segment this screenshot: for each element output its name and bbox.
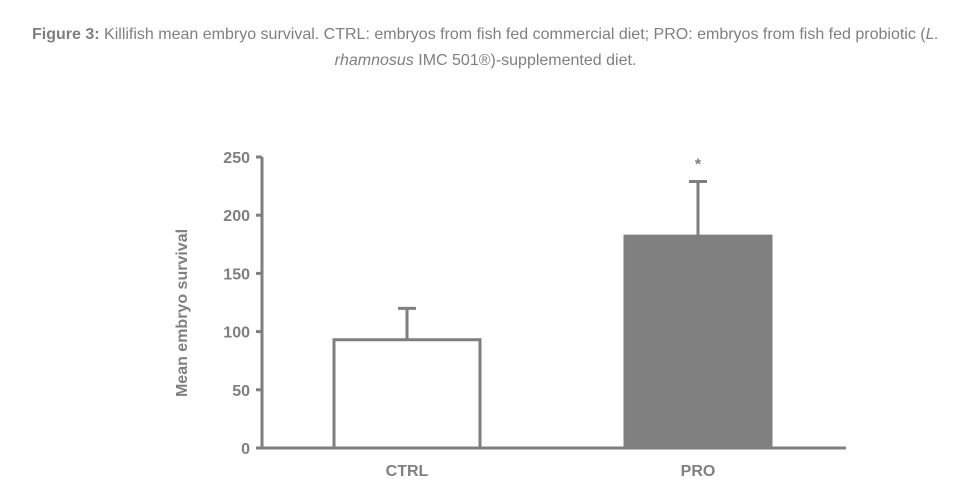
bar-pro bbox=[623, 234, 773, 450]
y-tick-label-250: 250 bbox=[223, 150, 250, 167]
y-tick-label-0: 0 bbox=[241, 441, 250, 458]
bars-layer: * bbox=[332, 156, 773, 450]
caption-species: L. rhamnosus bbox=[334, 26, 939, 69]
significance-marker-pro: * bbox=[695, 156, 702, 173]
caption-text-2: IMC 501®)-supplemented diet. bbox=[413, 52, 637, 69]
x-tick-label-ctrl: CTRL bbox=[386, 463, 429, 480]
bar-ctrl bbox=[332, 338, 482, 450]
figure-caption: Figure 3: Killifish mean embryo survival… bbox=[20, 22, 951, 74]
x-tick-label-pro: PRO bbox=[681, 463, 716, 480]
caption-text-1: Killifish mean embryo survival. CTRL: em… bbox=[99, 26, 926, 43]
y-tick-label-150: 150 bbox=[223, 266, 250, 283]
y-axis-title: Mean embryo survival bbox=[174, 229, 191, 397]
caption-label: Figure 3: bbox=[32, 26, 100, 43]
y-tick-label-50: 50 bbox=[232, 383, 250, 400]
axes-layer: CTRL PRO 0 50 100 150 200 250 bbox=[223, 150, 846, 480]
y-tick-label-100: 100 bbox=[223, 325, 250, 342]
y-tick-label-200: 200 bbox=[223, 208, 250, 225]
